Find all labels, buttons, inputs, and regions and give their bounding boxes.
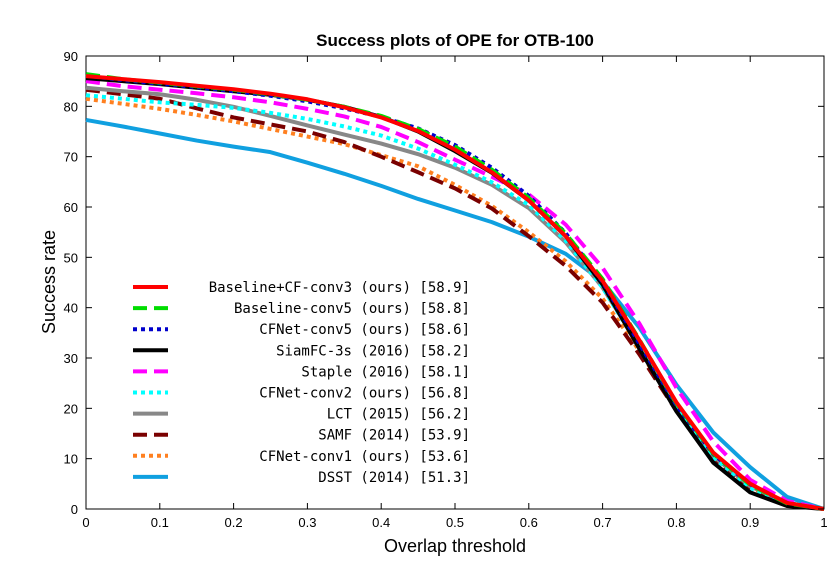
- x-tick-label: 0.3: [298, 515, 316, 530]
- x-tick-label: 0: [82, 515, 89, 530]
- x-axis: 0 0.1 0.2 0.3 0.4 0.5 0.6 0.7 0.8 0.9 1: [82, 56, 828, 530]
- legend-label: DSST (2014) [51.3]: [318, 470, 470, 486]
- y-tick-label: 30: [64, 351, 78, 366]
- legend-label: SiamFC-3s (2016) [58.2]: [276, 343, 470, 359]
- x-tick-label: 0.4: [372, 515, 390, 530]
- plot-area: [85, 55, 825, 511]
- x-tick-label: 1: [820, 515, 827, 530]
- x-tick-label: 0.6: [520, 515, 538, 530]
- y-tick-label: 90: [64, 49, 78, 64]
- y-tick-label: 80: [64, 99, 78, 114]
- legend-label: CFNet-conv2 (ours) [56.8]: [259, 386, 470, 402]
- series-line-5: [85, 93, 825, 511]
- legend: Baseline+CF-conv3 (ours) [58.9] Baseline-…: [133, 280, 470, 486]
- chart-title: Success plots of OPE for OTB-100: [316, 31, 594, 50]
- legend-label: Baseline+CF-conv3 (ours) [58.9]: [209, 280, 470, 296]
- series-line-9: [85, 117, 825, 511]
- x-tick-label: 0.8: [667, 515, 685, 530]
- y-tick-label: 40: [64, 301, 78, 316]
- series-layer: [85, 72, 825, 511]
- x-tick-label: 0.2: [225, 515, 243, 530]
- x-tick-label: 0.7: [594, 515, 612, 530]
- x-tick-label: 0.1: [151, 515, 169, 530]
- x-axis-label: Overlap threshold: [384, 536, 526, 556]
- y-tick-label: 20: [64, 401, 78, 416]
- x-tick-label: 0.9: [741, 515, 759, 530]
- legend-label: SAMF (2014) [53.9]: [318, 428, 470, 444]
- legend-label: CFNet-conv5 (ours) [58.6]: [259, 322, 470, 338]
- y-axis: 0 10 20 30 40 50 60 70 80 90: [64, 49, 824, 517]
- legend-label: Staple (2016) [58.1]: [301, 364, 470, 380]
- y-axis-label: Success rate: [39, 230, 59, 334]
- legend-label: CFNet-conv1 (ours) [53.6]: [259, 449, 470, 465]
- y-tick-label: 60: [64, 200, 78, 215]
- x-tick-label: 0.5: [446, 515, 464, 530]
- y-tick-label: 10: [64, 452, 78, 467]
- y-tick-label: 0: [71, 502, 78, 517]
- series-line-0: [85, 74, 825, 511]
- series-line-4: [85, 79, 825, 511]
- y-tick-label: 70: [64, 150, 78, 165]
- legend-label: LCT (2015) [56.2]: [327, 407, 470, 423]
- y-tick-label: 50: [64, 250, 78, 265]
- legend-label: Baseline-conv5 (ours) [58.8]: [234, 301, 470, 317]
